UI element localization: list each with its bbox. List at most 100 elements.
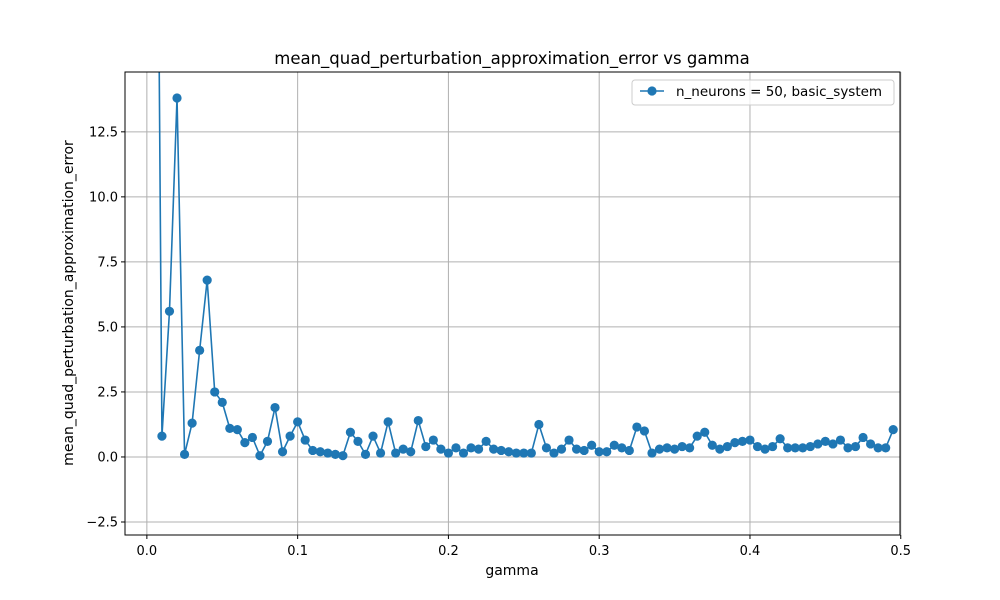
data-point [828,439,838,449]
plot-area [157,72,898,461]
data-point [677,441,687,452]
data-point [669,444,680,454]
y-axis-ticks: −2.5 0.0 2.5 5.0 7.5 10.0 12.5 [86,125,125,530]
data-point [888,425,898,435]
data-point [881,443,891,453]
data-point [164,306,175,316]
data-point [277,447,288,457]
y-tick-label: 5.0 [97,320,118,335]
data-point [315,447,325,457]
axes-frame [124,71,901,536]
data-point [360,449,371,459]
data-point [647,448,657,458]
y-tick-label: 2.5 [97,385,118,400]
data-point [805,441,815,452]
data-point [330,449,340,459]
x-tick-label: 0.2 [438,544,459,559]
x-tick-label: 0.3 [589,544,610,559]
data-point [353,436,363,446]
series-line [158,72,894,457]
data-point [398,444,408,454]
data-point [873,443,883,453]
data-point [775,434,785,444]
x-tick-label: 0.1 [287,544,308,559]
data-point [489,444,499,454]
data-point [790,443,800,453]
data-point [587,440,597,450]
data-point [692,431,702,441]
data-point [383,417,393,427]
data-point [534,419,544,430]
data-point [255,451,265,461]
data-point [225,423,235,433]
data-point [685,443,695,453]
data-point [391,448,401,458]
data-point [428,435,438,445]
data-point [285,431,295,441]
data-point [624,445,634,456]
data-point [308,445,318,456]
x-tick-label: 0.5 [890,544,911,559]
legend-entry-label: n_neurons = 50, basic_system [676,84,882,100]
data-point [195,345,205,355]
data-point [617,443,627,453]
data-point [202,275,212,285]
data-point [662,443,672,453]
data-point [406,447,416,457]
data-point [760,444,770,454]
data-point [511,448,521,458]
data-point [247,432,258,443]
data-point [323,448,333,458]
data-point [232,425,242,435]
data-point [421,441,431,452]
data-point [172,93,182,103]
data-point [798,443,808,453]
data-point [526,448,536,458]
data-point [632,422,642,432]
data-point [866,439,876,449]
legend: n_neurons = 50, basic_system [631,79,895,106]
data-point [767,441,778,452]
data-point [262,436,273,446]
data-point [496,445,506,456]
data-point [654,444,665,454]
data-point [368,431,378,441]
data-point [519,448,529,458]
data-point [240,438,250,448]
data-point [715,444,725,454]
data-point [187,418,197,428]
data-point [858,432,868,443]
data-point [549,448,559,458]
data-point [451,443,461,453]
data-point [300,435,310,445]
data-point [338,451,348,461]
data-point [571,444,582,454]
y-tick-label: 7.5 [97,255,118,270]
data-point [443,448,454,458]
data-point [609,440,619,450]
data-point [752,441,763,452]
data-point [270,402,280,413]
y-tick-label: 10.0 [89,190,118,205]
data-point [210,387,220,397]
data-point [179,449,190,459]
x-tick-label: 0.4 [740,544,761,559]
data-point [820,436,830,446]
data-point [745,435,755,445]
legend-marker [647,86,657,96]
data-point [556,444,567,454]
chart-title: mean_quad_perturbation_approximation_err… [274,49,749,69]
data-point [541,443,552,453]
data-point [594,447,604,457]
data-point [458,448,469,458]
grid [125,72,902,535]
data-point [813,439,823,449]
data-point [700,427,710,437]
data-point [579,445,589,456]
y-axis-label: mean_quad_perturbation_approximation_err… [61,140,77,466]
data-point [737,436,748,446]
x-axis-label: gamma [485,563,538,579]
data-point [504,447,514,457]
data-point [413,415,423,426]
